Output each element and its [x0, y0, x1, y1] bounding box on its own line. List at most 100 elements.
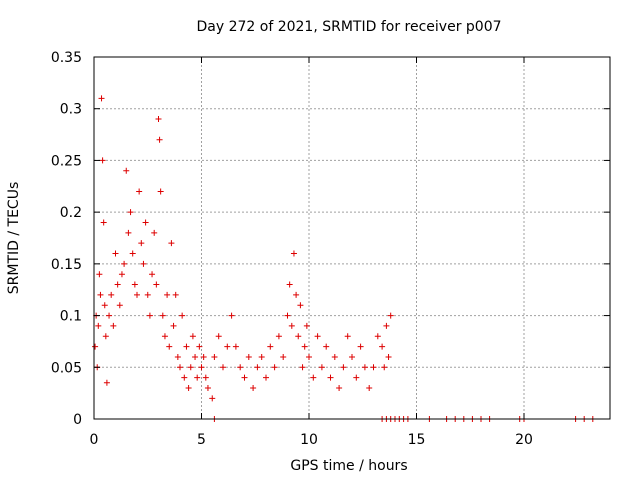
data-point	[102, 333, 109, 340]
data-point	[177, 364, 183, 371]
y-tick-label: 0	[73, 412, 82, 428]
data-point	[383, 322, 390, 329]
data-point	[136, 188, 143, 195]
data-point	[140, 260, 147, 267]
y-tick-label: 0.3	[60, 102, 82, 118]
data-point	[183, 343, 190, 350]
y-tick-label: 0.1	[60, 309, 82, 325]
data-point	[98, 95, 105, 102]
y-tick-label: 0.35	[51, 50, 82, 66]
data-point	[209, 395, 216, 402]
y-axis-ticks: 0 0.05 0.1 0.15 0.2 0.25 0.3 0.35	[51, 50, 610, 428]
data-point	[156, 136, 163, 143]
data-point	[290, 250, 297, 257]
data-point	[297, 302, 304, 309]
data-point	[189, 333, 196, 340]
data-point	[280, 353, 287, 360]
y-tick-label: 0.05	[51, 360, 82, 376]
data-point	[149, 271, 156, 278]
data-point	[157, 188, 164, 195]
x-tick-label: 15	[408, 432, 426, 448]
data-point	[112, 250, 119, 257]
data-point	[237, 364, 244, 371]
data-points	[92, 95, 596, 422]
data-point	[301, 343, 308, 350]
data-point	[95, 322, 102, 329]
data-point	[168, 240, 175, 247]
data-point	[138, 240, 145, 247]
data-point	[258, 353, 265, 360]
data-point	[134, 291, 140, 298]
data-point	[357, 343, 364, 350]
data-point	[306, 353, 312, 360]
data-point	[166, 343, 173, 350]
data-point	[267, 343, 274, 350]
data-point	[114, 281, 121, 288]
data-point	[127, 209, 134, 216]
grid	[94, 57, 610, 419]
data-point	[215, 333, 222, 340]
data-point	[144, 291, 151, 298]
data-point	[286, 281, 293, 288]
data-point	[153, 281, 160, 288]
data-point	[263, 374, 269, 381]
data-point	[179, 312, 186, 319]
chart-title: Day 272 of 2021, SRMTID for receiver p00…	[196, 19, 501, 35]
data-point	[187, 364, 194, 371]
data-point	[349, 353, 355, 360]
data-point	[101, 302, 108, 309]
data-point	[106, 312, 113, 319]
data-point	[151, 229, 158, 236]
data-point	[211, 353, 218, 360]
data-point	[370, 364, 377, 371]
data-point	[200, 353, 207, 360]
data-point	[202, 374, 209, 381]
data-point	[116, 302, 123, 309]
data-point	[123, 167, 130, 174]
data-point	[92, 343, 99, 350]
data-point	[198, 364, 205, 371]
data-point	[174, 353, 181, 360]
data-point	[232, 343, 239, 350]
data-point	[299, 364, 306, 371]
data-point	[336, 384, 343, 391]
data-point	[204, 384, 211, 391]
data-point	[118, 271, 125, 278]
data-point	[331, 353, 338, 360]
data-point	[284, 312, 291, 319]
data-point	[366, 384, 373, 391]
data-point	[110, 322, 117, 329]
y-axis-label: SRMTID / TECUs	[6, 182, 22, 295]
data-point	[379, 343, 386, 350]
data-point	[224, 343, 231, 350]
data-point	[344, 333, 351, 340]
data-point	[318, 364, 325, 371]
data-point	[250, 384, 257, 391]
data-point	[361, 364, 368, 371]
data-point	[254, 364, 261, 371]
data-point	[271, 364, 278, 371]
data-point	[295, 333, 302, 340]
data-point	[108, 291, 115, 298]
data-point	[327, 374, 334, 381]
data-point	[99, 157, 106, 164]
y-tick-label: 0.25	[51, 153, 82, 169]
data-point	[310, 374, 317, 381]
data-point	[159, 312, 166, 319]
data-point	[385, 353, 392, 360]
data-point	[288, 322, 295, 329]
x-tick-label: 20	[515, 432, 533, 448]
data-point	[161, 333, 168, 340]
data-point	[100, 219, 107, 226]
data-point	[275, 333, 282, 340]
data-point	[164, 291, 171, 298]
plot-frame	[93, 56, 611, 420]
data-point	[131, 281, 138, 288]
data-point	[170, 322, 177, 329]
data-point	[103, 379, 110, 386]
data-point	[241, 374, 248, 381]
data-point	[196, 343, 203, 350]
data-point	[353, 374, 360, 381]
y-tick-label: 0.15	[51, 257, 82, 273]
